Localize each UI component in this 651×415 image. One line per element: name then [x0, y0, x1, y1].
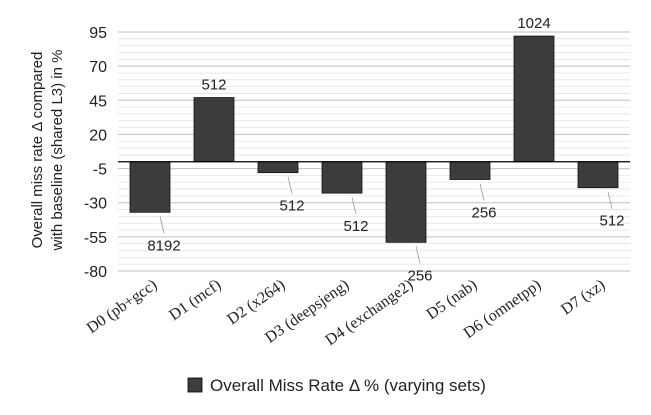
y-axis-title-line2: with baseline (shared L3) in %: [49, 50, 66, 252]
data-label: 512: [599, 213, 624, 230]
legend-label: Overall Miss Rate Δ % (varying sets): [210, 376, 486, 395]
y-tick-label: 95: [89, 25, 107, 42]
legend-swatch: [187, 377, 203, 393]
category-label: D0 (pb+gcc): [84, 276, 160, 337]
bar-7: [577, 161, 619, 189]
data-label: 256: [407, 267, 432, 284]
data-label: 512: [343, 218, 368, 235]
label-leader: [159, 216, 165, 234]
bar-6: [513, 35, 555, 163]
data-label: 512: [279, 198, 304, 215]
bar-5: [449, 161, 491, 180]
label-leader: [287, 176, 293, 194]
y-tick-label: -80: [84, 264, 107, 281]
data-label: 512: [201, 77, 226, 94]
category-label: D1 (mcf): [166, 276, 224, 324]
bar-1: [193, 97, 235, 163]
bar-3: [321, 161, 363, 194]
category-label: D7 (xz): [558, 276, 608, 318]
label-leader: [479, 183, 485, 201]
category-labels: D0 (pb+gcc) D1 (mcf) D2 (x264)D3 (deepsjen…: [84, 276, 608, 349]
y-tick-label: 70: [89, 59, 107, 76]
bar-4: [385, 161, 427, 243]
label-leader: [607, 191, 613, 209]
label-leaders: [159, 176, 613, 264]
y-axis-ticks: 95 70 45 20 -5 -30 -55 -80: [84, 25, 107, 281]
y-tick-label: 20: [89, 127, 107, 144]
label-leader: [415, 246, 421, 264]
y-tick-label: -30: [84, 196, 107, 213]
data-labels: 8192 512 512 512 256 256 1024 512: [147, 15, 624, 284]
y-tick-label: 45: [89, 93, 107, 110]
label-leader: [351, 197, 357, 215]
y-axis-title-line1: Overall miss rate Δ compared: [29, 52, 46, 249]
bars: [129, 35, 619, 243]
bar-0: [129, 161, 171, 213]
data-label: 1024: [517, 15, 550, 32]
y-tick-label: -55: [84, 230, 107, 247]
bar-2: [257, 161, 299, 174]
y-tick-label: -5: [93, 162, 107, 179]
data-label: 256: [471, 204, 496, 221]
data-label: 8192: [147, 237, 180, 254]
